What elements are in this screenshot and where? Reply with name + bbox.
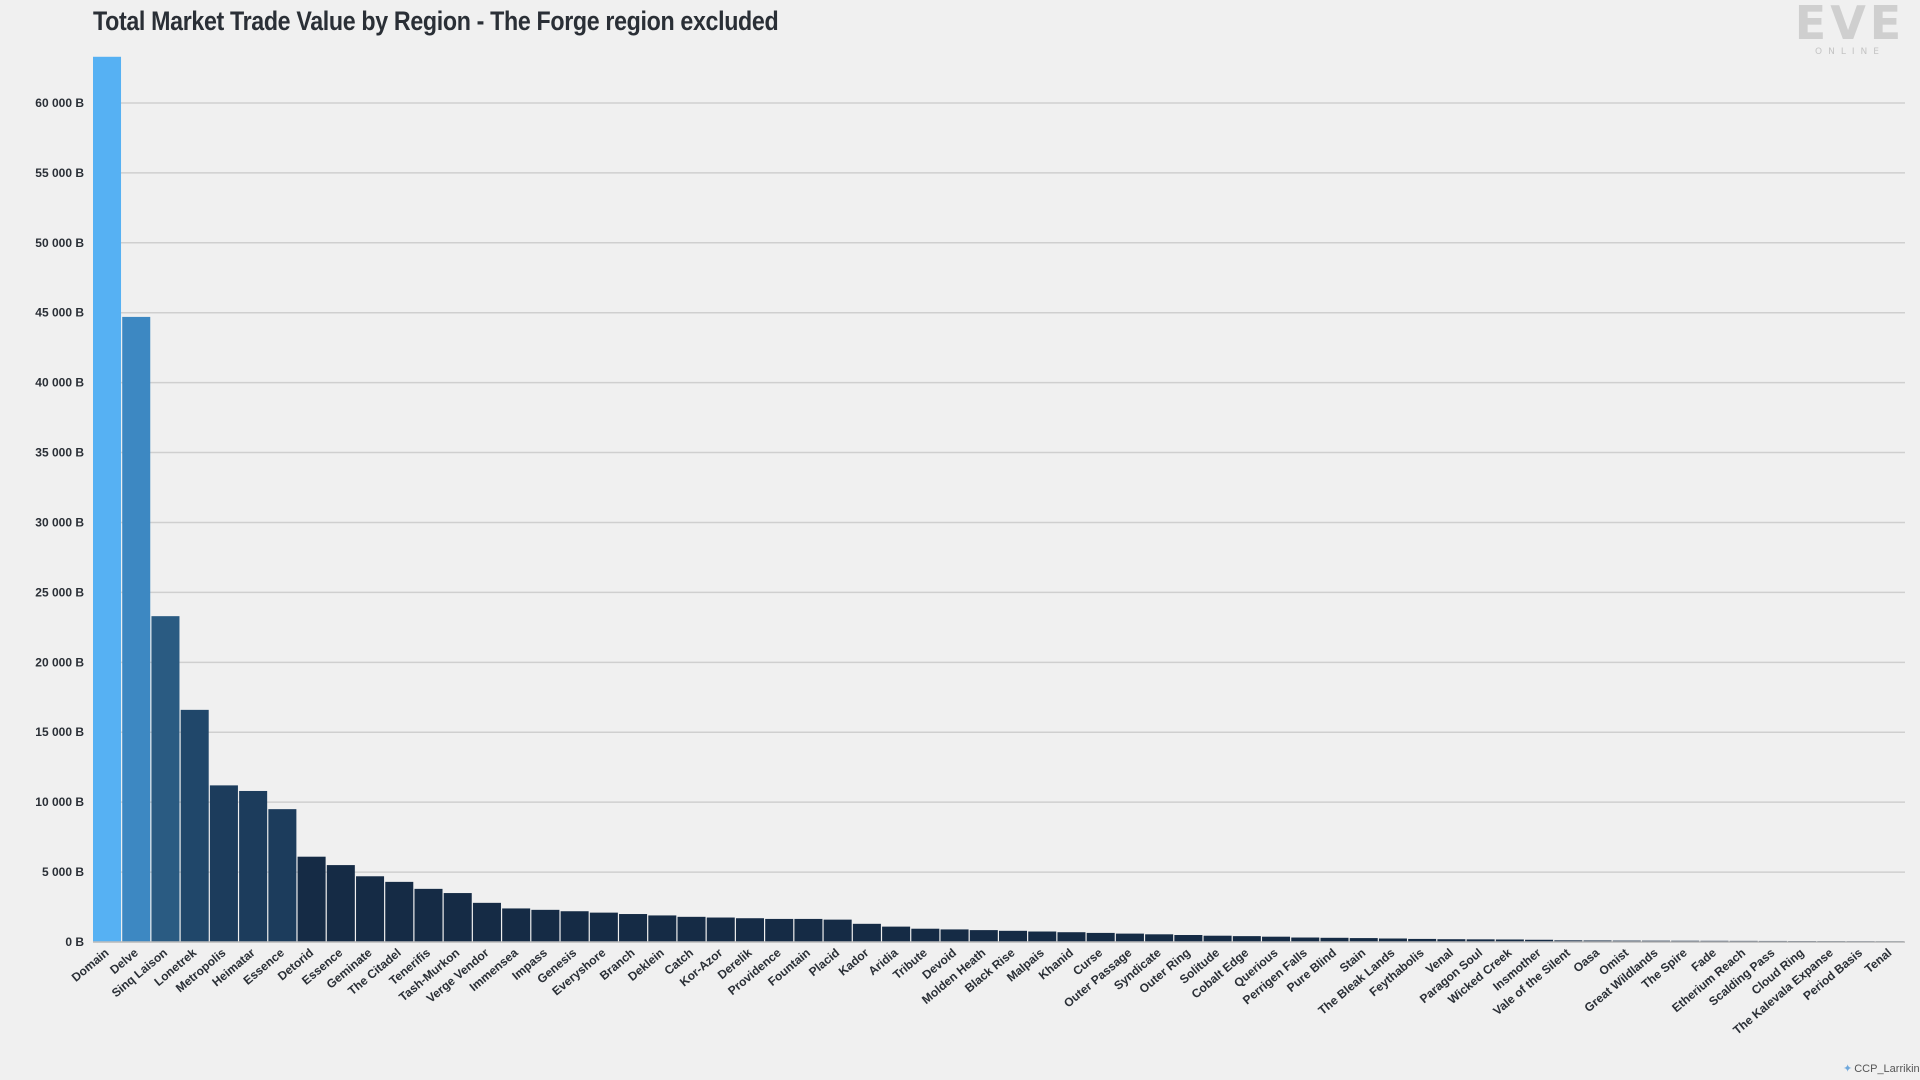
x-tick-label: Tenal (1862, 946, 1894, 976)
y-tick-label: 20 000 B (35, 655, 84, 669)
bar (443, 893, 472, 942)
bar (1291, 937, 1320, 942)
y-tick-label: 25 000 B (35, 585, 84, 599)
bar (180, 709, 209, 942)
bar (1145, 934, 1174, 942)
y-tick-label: 50 000 B (35, 236, 84, 250)
bar (268, 809, 297, 942)
y-tick-label: 55 000 B (35, 166, 84, 180)
bar (823, 919, 852, 942)
bar (356, 876, 385, 942)
bar (1203, 935, 1232, 942)
bar (122, 316, 151, 942)
y-tick-label: 45 000 B (35, 306, 84, 320)
y-tick-label: 35 000 B (35, 446, 84, 460)
bar (1554, 940, 1583, 942)
bar (385, 881, 414, 942)
bar (1349, 938, 1378, 942)
bar (648, 915, 677, 942)
chart-title: Total Market Trade Value by Region - The… (93, 6, 779, 36)
bar (151, 616, 180, 942)
bar (1232, 936, 1261, 942)
bar (677, 916, 706, 942)
bar (706, 917, 735, 942)
y-tick-label: 30 000 B (35, 515, 84, 529)
x-tick-label: Placid (806, 946, 842, 979)
bar (502, 908, 531, 942)
bar (1466, 939, 1495, 942)
bar (735, 918, 764, 942)
logo-subtext: ONLINE (1815, 47, 1885, 57)
bar (1583, 940, 1612, 942)
bar (765, 918, 794, 942)
x-tick-label: Oasa (1571, 945, 1603, 975)
x-tick-label: Domain (69, 946, 112, 985)
bar (911, 928, 940, 942)
y-tick-label: 40 000 B (35, 376, 84, 390)
bar (560, 911, 589, 942)
bar (1174, 935, 1203, 942)
bar (852, 923, 881, 942)
bar (1115, 933, 1144, 942)
y-tick-label: 60 000 B (35, 96, 84, 110)
bar (1262, 936, 1291, 942)
bar (1437, 939, 1466, 942)
bar (794, 918, 823, 942)
bar (1495, 939, 1524, 942)
bar (619, 914, 648, 942)
bar (1028, 931, 1057, 942)
bar (882, 926, 911, 942)
credit: ✦ CCP_Larrikin (1843, 1062, 1920, 1075)
bar (999, 930, 1028, 942)
bar (969, 930, 998, 942)
bar (1408, 938, 1437, 942)
bar (1378, 938, 1407, 942)
eve-online-logo: EVE ONLINE (1780, 0, 1920, 60)
bar (1057, 932, 1086, 942)
bar (414, 888, 443, 942)
y-tick-label: 0 B (65, 935, 84, 949)
bar (209, 785, 238, 942)
bar (93, 56, 122, 942)
y-tick-label: 15 000 B (35, 725, 84, 739)
bar (1320, 937, 1349, 942)
bar (239, 790, 268, 942)
bar (1086, 932, 1115, 942)
bar (297, 856, 326, 942)
bar (472, 902, 501, 942)
x-tick-label: Kador (836, 945, 872, 978)
y-tick-label: 10 000 B (35, 795, 84, 809)
bar (531, 909, 560, 942)
y-tick-label: 5 000 B (42, 865, 84, 879)
bar (1525, 939, 1554, 942)
bar (940, 929, 969, 942)
bar (589, 912, 618, 942)
bar (326, 865, 355, 942)
credit-handle: CCP_Larrikin (1854, 1063, 1920, 1075)
logo-text: EVE (1794, 0, 1906, 50)
twitter-bird-icon: ✦ (1843, 1063, 1853, 1075)
